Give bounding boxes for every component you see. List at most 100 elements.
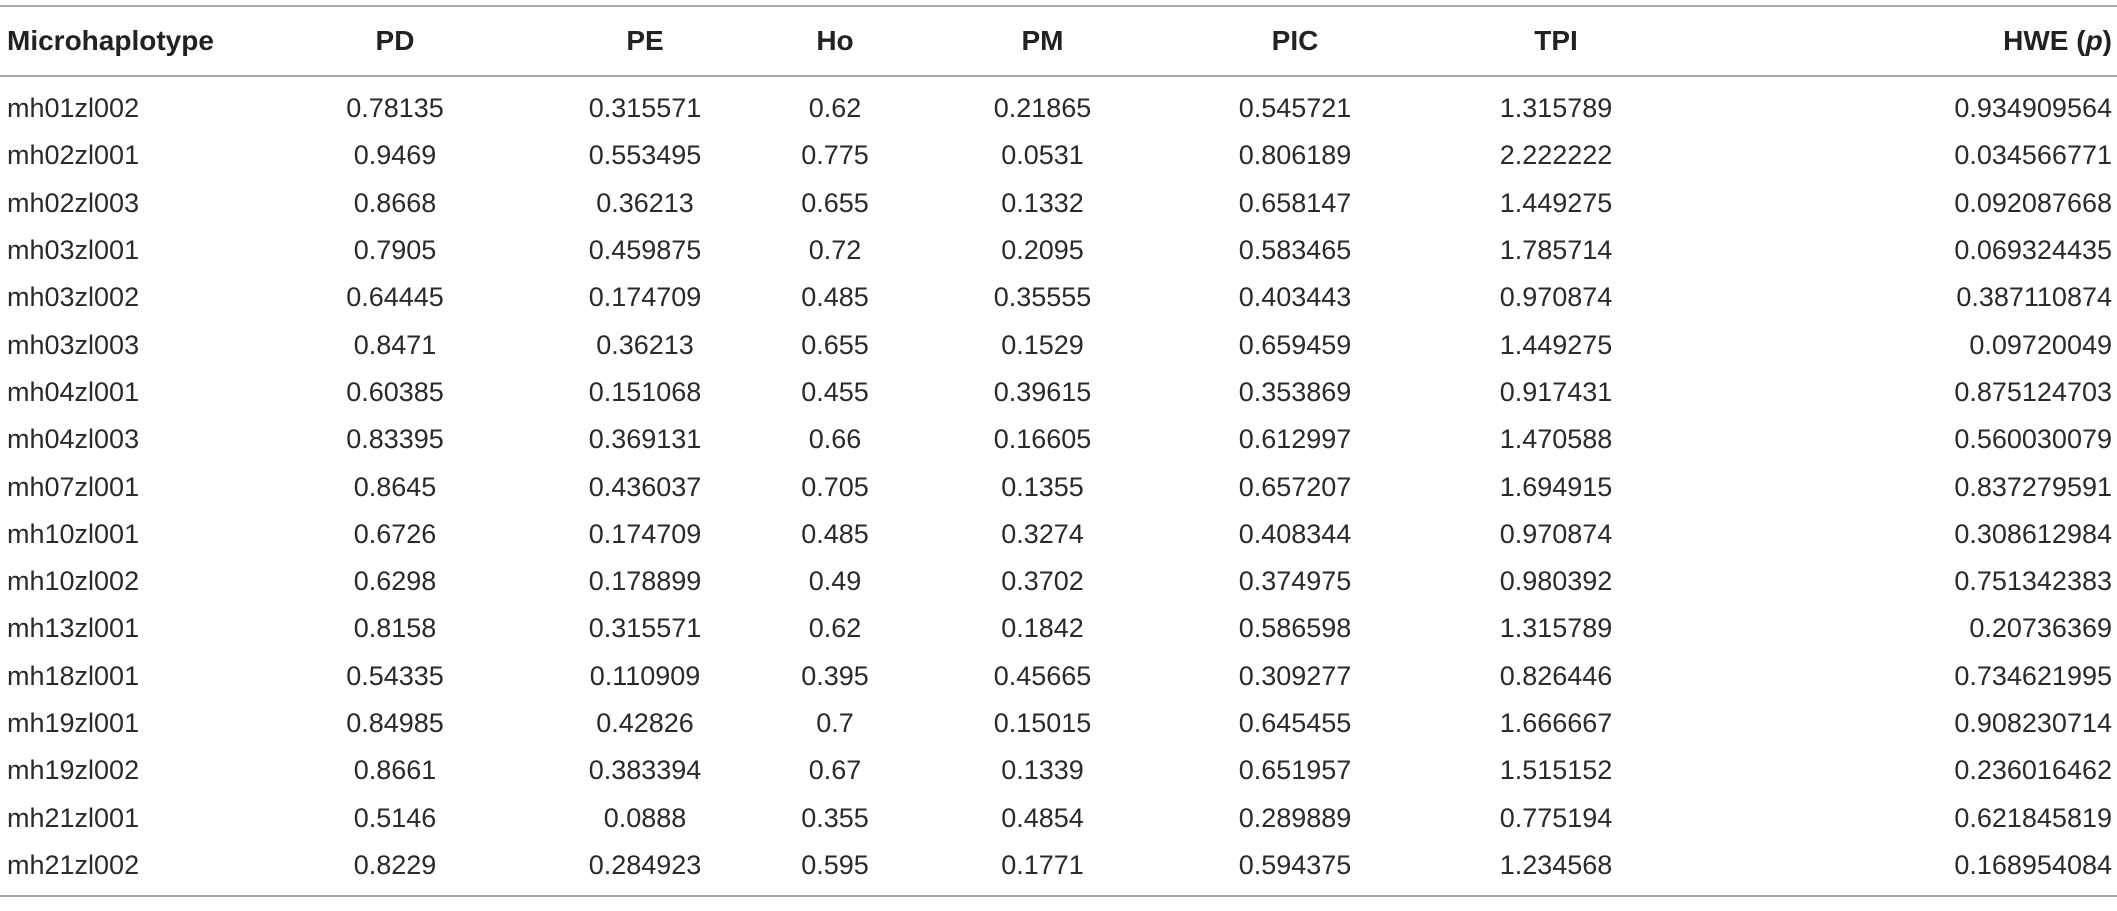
- cell-tpi: 0.980392: [1499, 566, 1613, 597]
- cell-pic: 0.586598: [1238, 613, 1352, 644]
- table-row: mh04zl001 0.60385 0.151068 0.455 0.39615 0.35…: [0, 369, 2117, 416]
- table-row: mh10zl001 0.6726 0.174709 0.485 0.3274 0.4083…: [0, 511, 2117, 558]
- cell-pd: 0.60385: [346, 376, 444, 407]
- cell-pd: 0.6726: [353, 518, 437, 549]
- cell-pe: 0.436037: [588, 471, 702, 502]
- cell-hwe: 0.621845819: [1954, 802, 2112, 833]
- table-row: mh19zl002 0.8661 0.383394 0.67 0.1339 0.65195…: [0, 747, 2117, 794]
- cell-pic: 0.645455: [1238, 708, 1352, 738]
- header-hwe-p: p: [2085, 25, 2103, 56]
- cell-pd: 0.78135: [346, 93, 444, 124]
- cell-pic: 0.659459: [1238, 329, 1352, 360]
- cell-microhaplotype: mh03zl001: [7, 235, 140, 266]
- cell-microhaplotype: mh18zl001: [7, 660, 140, 691]
- cell-pd: 0.5146: [353, 802, 437, 833]
- cell-hwe: 0.069324435: [1954, 235, 2112, 266]
- cell-hwe: 0.560030079: [1954, 424, 2112, 455]
- cell-microhaplotype: mh04zl003: [7, 424, 140, 455]
- table-row: mh07zl001 0.8645 0.436037 0.705 0.1355 0.6572…: [0, 463, 2117, 510]
- table-header: Microhaplotype PD PE Ho PM PIC TPI HWE (…: [0, 6, 2117, 76]
- table-row: mh02zl003 0.8668 0.36213 0.655 0.1332 0.65814…: [0, 180, 2117, 227]
- cell-pd: 0.54335: [346, 660, 444, 691]
- cell-pic: 0.289889: [1238, 802, 1352, 833]
- cell-pe: 0.36213: [596, 187, 694, 218]
- cell-pm: 0.35555: [993, 282, 1092, 313]
- cell-ho: 0.62: [808, 93, 862, 124]
- header-pic: PIC: [1271, 25, 1319, 56]
- cell-pm: 0.1842: [1001, 613, 1084, 644]
- cell-pe: 0.553495: [588, 140, 702, 171]
- cell-microhaplotype: mh07zl001: [7, 471, 140, 502]
- cell-microhaplotype: mh21zl001: [7, 802, 140, 833]
- cell-pd: 0.8661: [353, 755, 437, 786]
- cell-tpi: 0.775194: [1499, 802, 1613, 833]
- cell-pm: 0.0531: [1001, 140, 1084, 171]
- cell-pm: 0.39615: [993, 376, 1092, 407]
- cell-tpi: 1.315789: [1499, 93, 1613, 124]
- cell-tpi: 0.826446: [1499, 660, 1613, 691]
- cell-microhaplotype: mh10zl002: [7, 566, 140, 597]
- cell-pm: 0.1355: [1001, 471, 1084, 502]
- cell-tpi: 1.666667: [1499, 708, 1613, 738]
- cell-pic: 0.353869: [1238, 376, 1352, 407]
- cell-tpi: 1.315789: [1499, 613, 1613, 644]
- cell-hwe: 0.09720049: [1969, 329, 2112, 360]
- header-hwe: HWE (p): [1697, 6, 2117, 76]
- cell-tpi: 0.970874: [1499, 282, 1613, 313]
- cell-microhaplotype: mh03zl002: [7, 282, 140, 313]
- header-hwe-prefix: HWE (: [2003, 25, 2086, 56]
- cell-ho: 0.655: [801, 187, 869, 218]
- cell-pd: 0.8645: [353, 471, 437, 502]
- cell-pm: 0.16605: [993, 424, 1092, 455]
- cell-pm: 0.1771: [1001, 849, 1084, 880]
- cell-ho: 0.62: [808, 613, 862, 644]
- cell-tpi: 1.449275: [1499, 329, 1613, 360]
- cell-ho: 0.7: [816, 708, 854, 738]
- cell-hwe: 0.908230714: [1954, 708, 2112, 738]
- cell-hwe: 0.875124703: [1954, 376, 2112, 407]
- table-row: mh02zl001 0.9469 0.553495 0.775 0.0531 0.8061…: [0, 132, 2117, 179]
- cell-microhaplotype: mh19zl002: [7, 755, 140, 786]
- table-body: mh01zl002 0.78135 0.315571 0.62 0.21865 0.545…: [0, 76, 2117, 897]
- cell-pd: 0.64445: [346, 282, 444, 313]
- cell-ho: 0.775: [801, 140, 869, 171]
- cell-tpi: 1.234568: [1499, 849, 1613, 880]
- table-row: mh04zl003 0.83395 0.369131 0.66 0.16605 0.612…: [0, 416, 2117, 463]
- cell-pic: 0.374975: [1238, 566, 1352, 597]
- cell-ho: 0.655: [801, 329, 869, 360]
- cell-tpi: 1.470588: [1499, 424, 1613, 455]
- cell-pm: 0.45665: [993, 660, 1092, 691]
- cell-hwe: 0.308612984: [1954, 518, 2112, 549]
- cell-tpi: 1.515152: [1499, 755, 1613, 786]
- cell-pe: 0.110909: [589, 660, 701, 691]
- cell-pd: 0.84985: [346, 708, 444, 738]
- table-row: mh03zl001 0.7905 0.459875 0.72 0.2095 0.58346…: [0, 227, 2117, 274]
- cell-pd: 0.6298: [353, 566, 437, 597]
- cell-pd: 0.8158: [353, 613, 437, 644]
- cell-pd: 0.8471: [353, 329, 437, 360]
- cell-microhaplotype: mh19zl001: [7, 708, 140, 738]
- header-pd: PD: [375, 25, 415, 56]
- cell-pic: 0.545721: [1238, 93, 1352, 124]
- cell-ho: 0.49: [808, 566, 862, 597]
- cell-ho: 0.66: [808, 424, 862, 455]
- cell-pic: 0.651957: [1238, 755, 1352, 786]
- header-microhaplotype: Microhaplotype: [7, 25, 214, 56]
- cell-hwe: 0.236016462: [1954, 755, 2112, 786]
- cell-microhaplotype: mh13zl001: [7, 613, 140, 644]
- cell-ho: 0.395: [801, 660, 869, 691]
- cell-pe: 0.0888: [603, 802, 687, 833]
- cell-tpi: 0.917431: [1499, 376, 1613, 407]
- header-tpi: TPI: [1534, 25, 1578, 56]
- cell-pic: 0.309277: [1238, 660, 1352, 691]
- cell-ho: 0.67: [808, 755, 862, 786]
- cell-ho: 0.595: [801, 849, 869, 880]
- cell-tpi: 1.785714: [1499, 235, 1613, 266]
- cell-pm: 0.21865: [993, 93, 1092, 124]
- data-table-container: Microhaplotype PD PE Ho PM PIC TPI HWE (…: [0, 5, 2117, 897]
- cell-pe: 0.459875: [588, 235, 702, 266]
- table-row: mh21zl001 0.5146 0.0888 0.355 0.4854 0.289889…: [0, 794, 2117, 841]
- cell-hwe: 0.034566771: [1954, 140, 2112, 171]
- cell-pe: 0.369131: [588, 424, 702, 455]
- cell-pd: 0.8668: [353, 187, 437, 218]
